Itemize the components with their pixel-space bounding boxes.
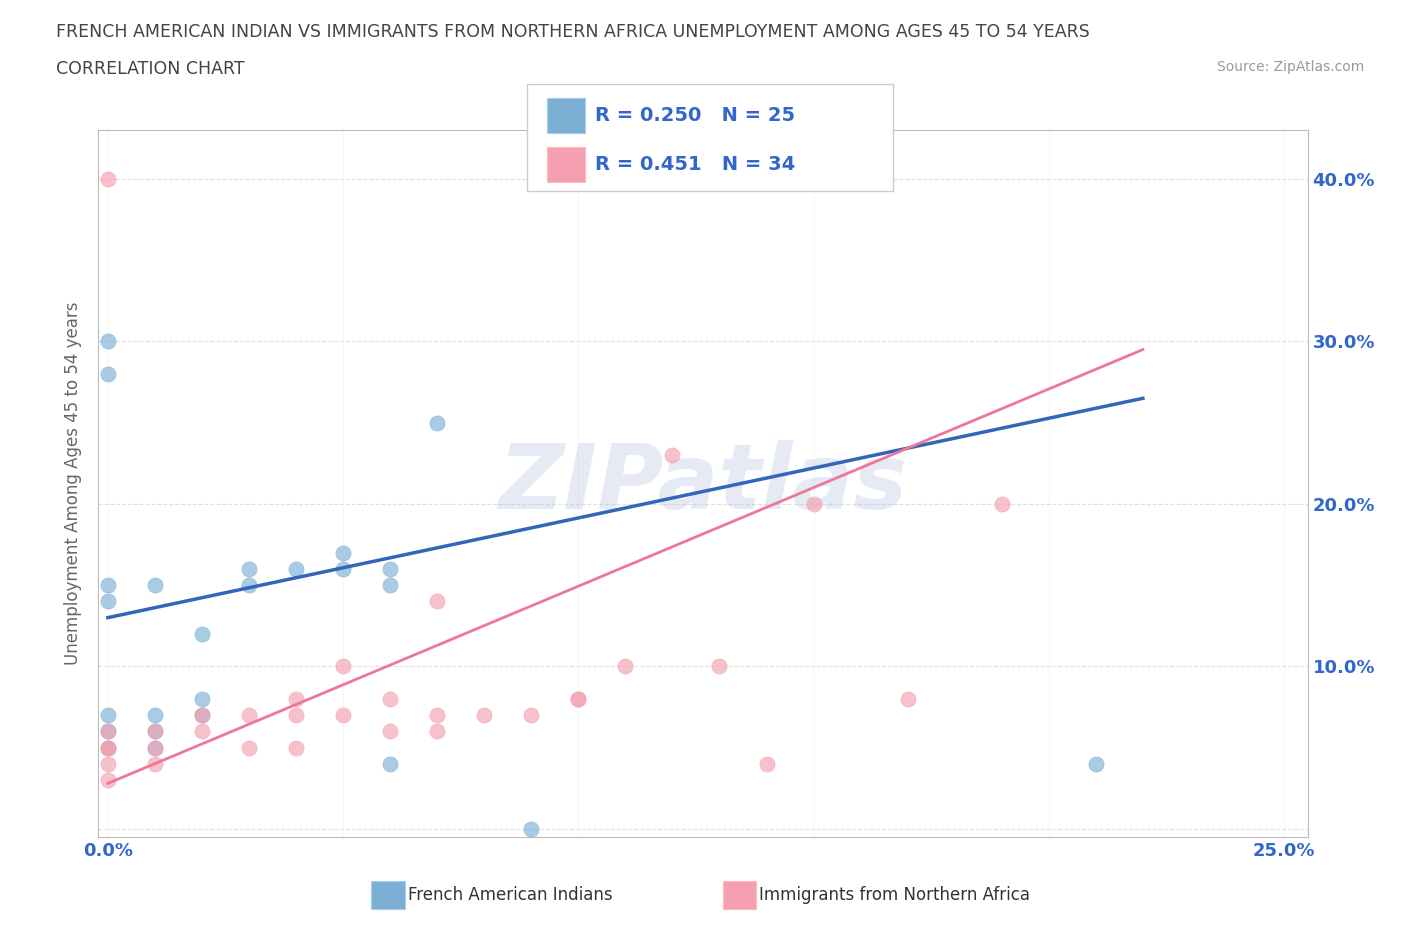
Text: ZIPatlas: ZIPatlas bbox=[499, 440, 907, 527]
Point bbox=[332, 545, 354, 560]
Point bbox=[332, 708, 354, 723]
Text: French American Indians: French American Indians bbox=[408, 885, 613, 904]
Point bbox=[378, 691, 401, 706]
Point bbox=[285, 562, 308, 577]
Point bbox=[97, 708, 120, 723]
Point bbox=[191, 708, 214, 723]
Point bbox=[1084, 756, 1107, 771]
Point bbox=[426, 594, 449, 609]
Point bbox=[97, 578, 120, 592]
Point bbox=[567, 691, 589, 706]
Text: FRENCH AMERICAN INDIAN VS IMMIGRANTS FROM NORTHERN AFRICA UNEMPLOYMENT AMONG AGE: FRENCH AMERICAN INDIAN VS IMMIGRANTS FRO… bbox=[56, 23, 1090, 41]
Point bbox=[238, 578, 260, 592]
Point bbox=[332, 562, 354, 577]
Point bbox=[709, 659, 731, 674]
Point bbox=[238, 740, 260, 755]
Point bbox=[378, 756, 401, 771]
Point bbox=[897, 691, 920, 706]
Point bbox=[378, 578, 401, 592]
Point bbox=[97, 334, 120, 349]
Point bbox=[97, 756, 120, 771]
Point bbox=[426, 415, 449, 430]
Point bbox=[567, 691, 589, 706]
Point bbox=[97, 740, 120, 755]
Point bbox=[97, 740, 120, 755]
Point bbox=[143, 724, 166, 738]
Point bbox=[520, 821, 543, 836]
Point bbox=[97, 171, 120, 186]
Point bbox=[97, 724, 120, 738]
Point bbox=[143, 724, 166, 738]
Point bbox=[285, 740, 308, 755]
Point bbox=[143, 756, 166, 771]
Point bbox=[520, 708, 543, 723]
Point bbox=[143, 578, 166, 592]
Point bbox=[97, 594, 120, 609]
Text: R = 0.250   N = 25: R = 0.250 N = 25 bbox=[595, 106, 794, 126]
Text: Source: ZipAtlas.com: Source: ZipAtlas.com bbox=[1216, 60, 1364, 74]
Point bbox=[378, 562, 401, 577]
Point bbox=[990, 497, 1012, 512]
Point bbox=[143, 740, 166, 755]
Point bbox=[285, 708, 308, 723]
Point bbox=[661, 447, 683, 462]
Point bbox=[191, 627, 214, 642]
Point bbox=[143, 740, 166, 755]
Point bbox=[332, 659, 354, 674]
Point bbox=[191, 724, 214, 738]
Point bbox=[755, 756, 778, 771]
Point bbox=[426, 708, 449, 723]
Point bbox=[97, 724, 120, 738]
Point bbox=[97, 773, 120, 788]
Point bbox=[238, 562, 260, 577]
Point bbox=[614, 659, 637, 674]
Point bbox=[472, 708, 495, 723]
Point bbox=[426, 724, 449, 738]
Text: Immigrants from Northern Africa: Immigrants from Northern Africa bbox=[759, 885, 1031, 904]
Point bbox=[378, 724, 401, 738]
Y-axis label: Unemployment Among Ages 45 to 54 years: Unemployment Among Ages 45 to 54 years bbox=[65, 302, 83, 665]
Point bbox=[97, 366, 120, 381]
Point bbox=[143, 708, 166, 723]
Point bbox=[97, 740, 120, 755]
Text: R = 0.451   N = 34: R = 0.451 N = 34 bbox=[595, 155, 794, 174]
Point bbox=[191, 708, 214, 723]
Point bbox=[285, 691, 308, 706]
Point bbox=[803, 497, 825, 512]
Point bbox=[191, 691, 214, 706]
Text: CORRELATION CHART: CORRELATION CHART bbox=[56, 60, 245, 78]
Point bbox=[238, 708, 260, 723]
